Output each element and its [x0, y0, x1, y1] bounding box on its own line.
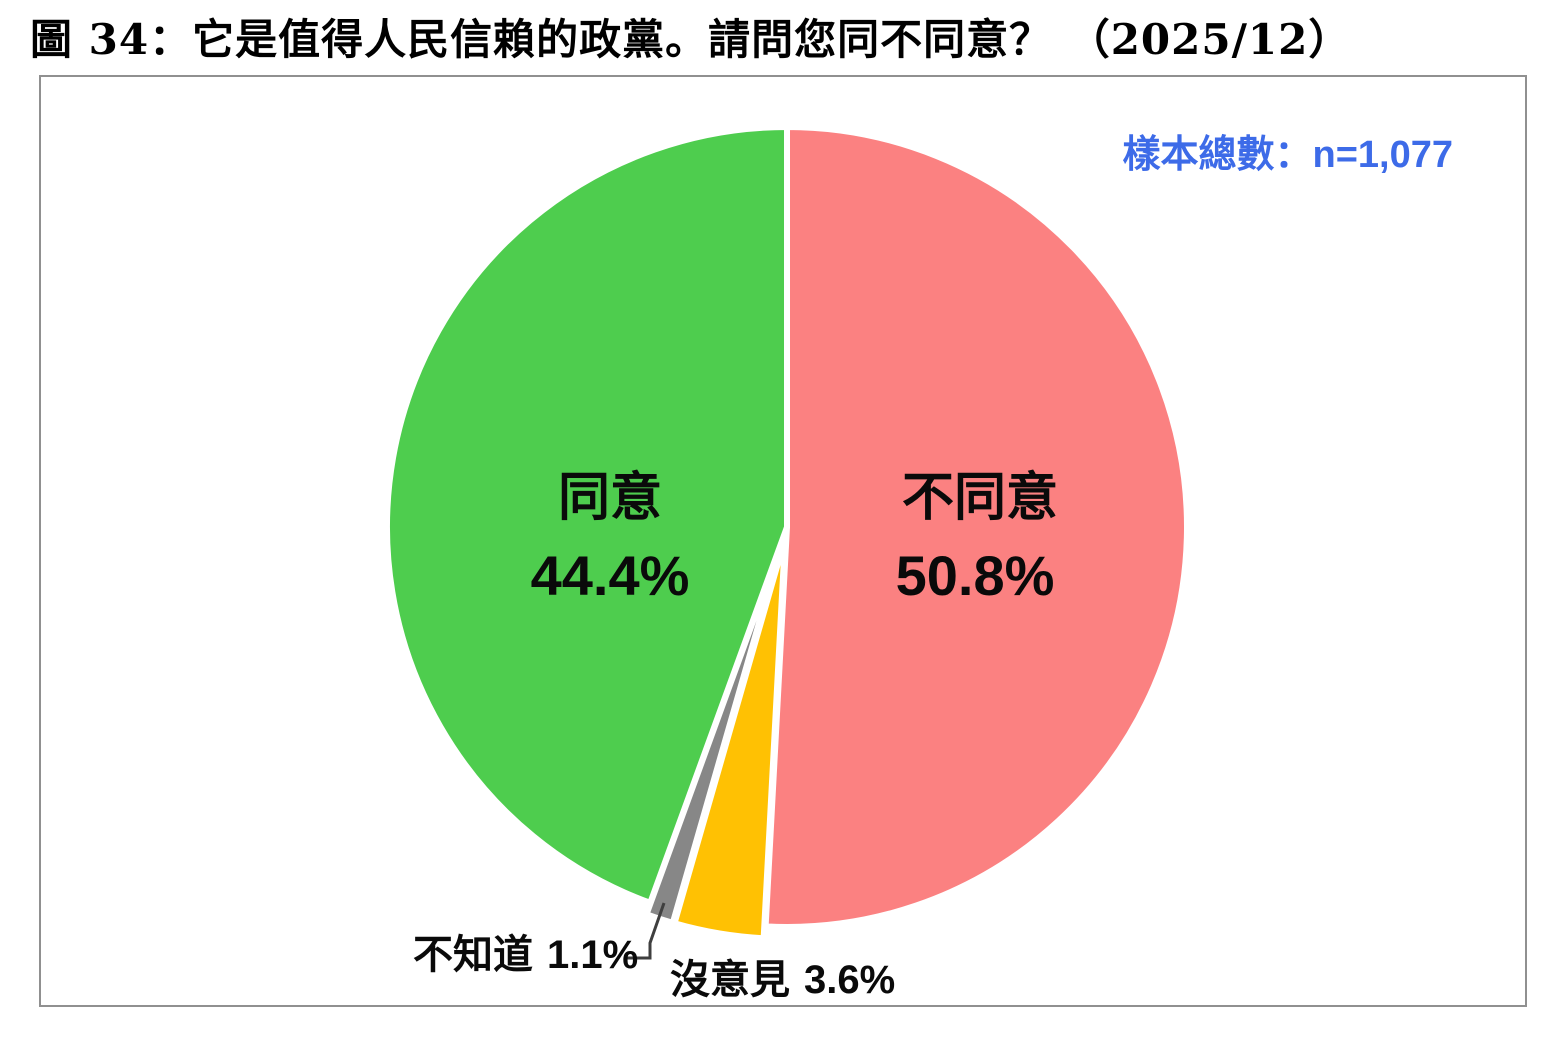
agree-slice-percent: 44.4% [530, 544, 690, 607]
pie-slice-disagree [762, 124, 1190, 930]
disagree-slice-label: 不同意 [901, 469, 1058, 527]
chart-frame: 樣本總數：n=1,077 同意 44.4% 不同意 50.8% 不知道 1.1% … [39, 75, 1527, 1007]
sample-size-note: 樣本總數：n=1,077 [1122, 134, 1454, 176]
no-opinion-slice-label: 沒意見 3.6% [670, 947, 895, 1005]
pie-slices [384, 124, 1190, 942]
no-opinion-name: 沒意見 [670, 958, 790, 1002]
dont-know-leader-line [627, 902, 666, 960]
dont-know-name: 不知道 [413, 933, 533, 977]
dont-know-slice-label: 不知道 1.1% [413, 922, 638, 980]
pie-slice-agree [384, 124, 790, 906]
agree-slice-label: 同意 [557, 469, 662, 527]
disagree-slice-percent: 50.8% [895, 544, 1055, 607]
dont-know-percent: 1.1% [547, 933, 639, 977]
pie-chart [384, 124, 1190, 960]
figure-caption: 圖 34：它是值得人民信賴的政黨。請問您同不同意？ （2025/12） [30, 15, 1352, 64]
no-opinion-percent: 3.6% [804, 958, 896, 1002]
